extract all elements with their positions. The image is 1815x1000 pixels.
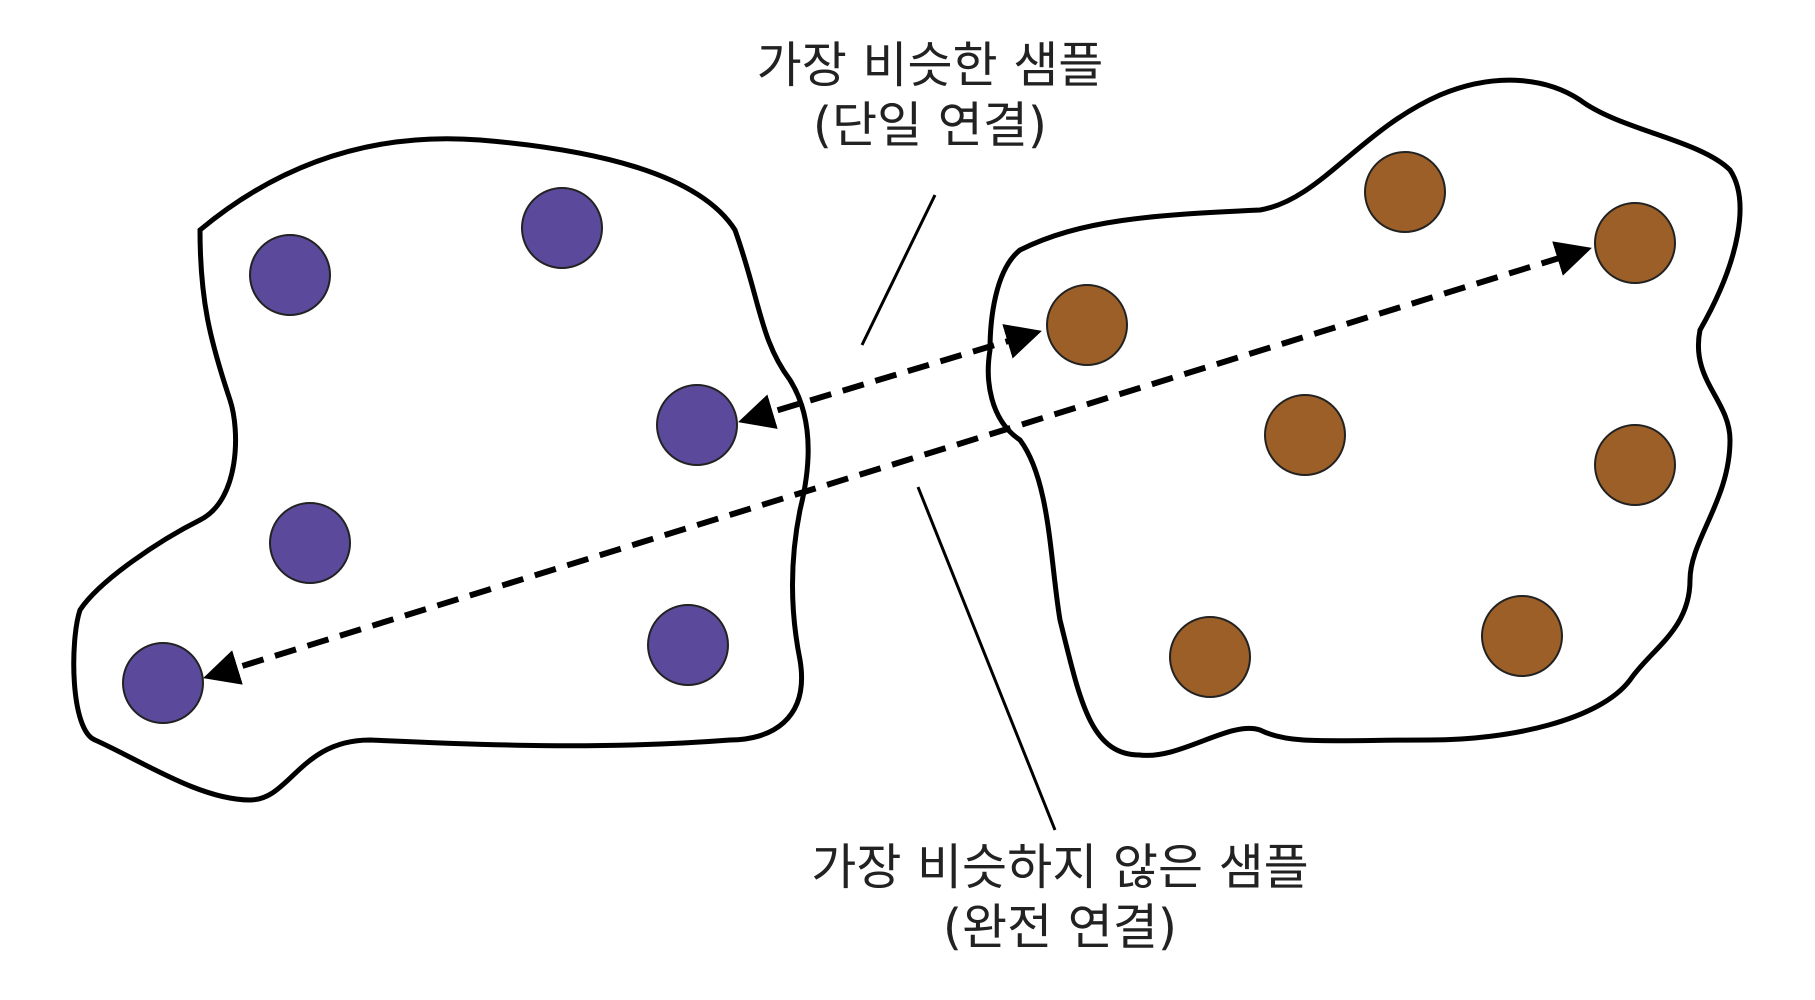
single-linkage-leader [860, 194, 937, 346]
right-point [1046, 284, 1128, 366]
right-cluster-outline [985, 77, 1743, 758]
single-linkage-subtitle: (단일 연결) [812, 97, 1048, 154]
right-point [1169, 616, 1251, 698]
right-point [1481, 595, 1563, 677]
complete-linkage-leader [916, 486, 1057, 831]
left-point [521, 187, 603, 269]
right-cluster-points [1046, 151, 1676, 698]
left-point [656, 384, 738, 466]
right-point [1364, 151, 1446, 233]
left-cluster-points [122, 187, 738, 724]
left-point [269, 502, 351, 584]
right-point [1594, 424, 1676, 506]
right-point [1594, 202, 1676, 284]
complete-linkage-label: 가장 비슷하지 않은 샘플 (완전 연결) [811, 838, 1309, 958]
single-linkage-label: 가장 비슷한 샘플 (단일 연결) [757, 36, 1104, 156]
complete-linkage-subtitle: (완전 연결) [942, 899, 1178, 956]
left-point [647, 604, 729, 686]
complete-linkage-title: 가장 비슷하지 않은 샘플 [811, 839, 1309, 896]
left-point [122, 642, 204, 724]
single-linkage-title: 가장 비슷한 샘플 [756, 37, 1104, 94]
complete-linkage-arrow [203, 241, 1592, 685]
left-cluster-outline [71, 136, 811, 803]
left-point [249, 234, 331, 316]
right-point [1264, 394, 1346, 476]
